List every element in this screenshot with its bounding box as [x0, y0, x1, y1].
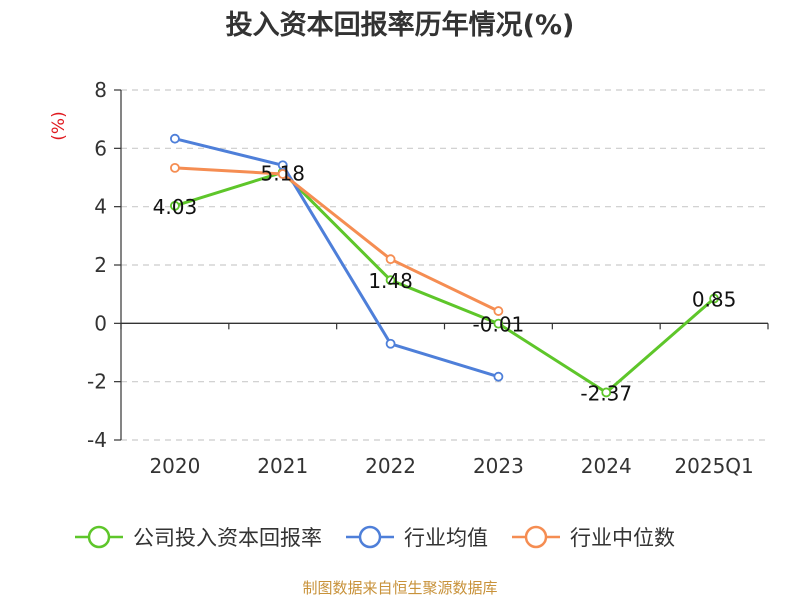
data-point	[170, 162, 180, 173]
chart-title: 投入资本回报率历年情况(%)	[226, 9, 575, 41]
data-label: 1.48	[368, 269, 413, 293]
y-tick-label: 2	[94, 253, 107, 277]
legend-label: 公司投入资本回报率	[133, 526, 322, 550]
source-note: 制图数据来自恒生聚源数据库	[302, 579, 497, 597]
x-tick-label: 2020	[149, 454, 200, 478]
y-tick-label: -4	[87, 428, 107, 452]
x-tick-label: 2024	[581, 454, 632, 478]
data-point	[170, 133, 180, 144]
data-label: 4.03	[153, 195, 198, 219]
data-point	[493, 318, 504, 329]
y-tick-label: -2	[87, 370, 107, 394]
legend-item: 行业均值	[346, 525, 488, 550]
y-tick-label: 0	[94, 311, 107, 335]
data-point	[493, 306, 504, 316]
y-tick-label: 8	[94, 78, 107, 102]
data-point	[385, 254, 396, 265]
data-point	[170, 200, 180, 211]
x-tick-label: 2023	[473, 454, 524, 478]
series-line	[173, 166, 500, 313]
data-label: -2.37	[580, 381, 632, 405]
y-tick-label: 6	[94, 136, 107, 160]
x-tick-label: 2021	[257, 454, 308, 478]
data-point	[277, 169, 288, 179]
axes: -4 -2 0 2 4 6 8 2020 2021 2022 2023 2024 2025Q1	[87, 78, 769, 478]
data-label: 0.85	[692, 288, 737, 312]
legend-marker	[358, 525, 382, 549]
series-line	[173, 170, 716, 394]
x-tick-label: 2022	[365, 454, 416, 478]
legend-item: 公司投入资本回报率	[75, 525, 322, 550]
series-line	[173, 137, 500, 379]
legend-marker	[87, 525, 111, 549]
x-tick-label: 2025Q1	[674, 454, 753, 478]
legend-label: 行业中位数	[570, 526, 675, 550]
data-labels: 4.03 5.18 1.48 -0.01 -2.37 0.85	[153, 161, 737, 405]
data-point	[385, 338, 396, 349]
data-point	[709, 293, 719, 304]
series-lines	[170, 133, 719, 398]
data-label: 5.18	[260, 161, 305, 185]
y-tick-label: 4	[94, 195, 107, 219]
gridlines	[121, 89, 768, 441]
data-point	[601, 387, 612, 398]
data-label: -0.01	[473, 313, 525, 337]
data-point	[385, 275, 396, 286]
data-point	[493, 371, 504, 382]
y-axis-unit-label: (%)	[49, 111, 69, 140]
legend-label: 行业均值	[404, 526, 488, 550]
legend: 公司投入资本回报率 行业均值 行业中位数	[75, 525, 675, 550]
legend-marker	[524, 525, 548, 549]
legend-item: 行业中位数	[512, 525, 675, 550]
